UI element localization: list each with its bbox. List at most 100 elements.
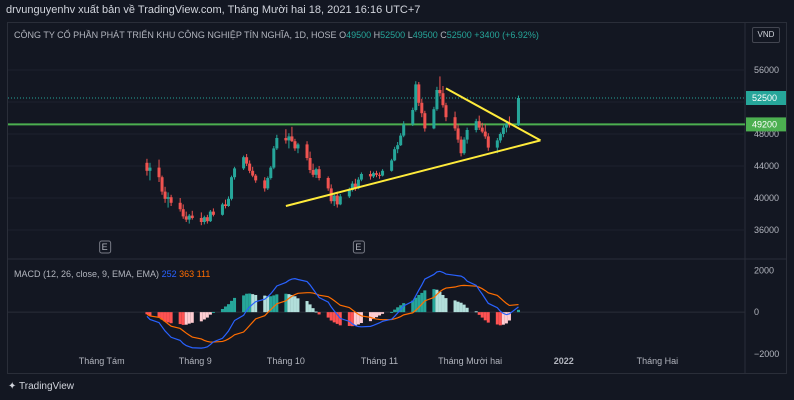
macd-histogram-bar — [390, 311, 394, 313]
macd-histogram-bar — [347, 312, 351, 326]
macd-histogram-bar — [223, 306, 227, 313]
macd-histogram-bar — [414, 297, 418, 313]
macd-histogram-bar — [205, 312, 209, 318]
macd-histogram-bar — [359, 312, 363, 324]
candle-body — [290, 136, 294, 142]
candle-body — [432, 109, 436, 129]
macd-histogram-bar — [184, 312, 188, 325]
candle-body — [202, 217, 206, 222]
macd-histogram-bar — [326, 312, 330, 318]
candle-body — [266, 178, 270, 189]
candle-body — [396, 145, 400, 150]
candle-body — [435, 90, 439, 110]
macd-histogram-bar — [402, 303, 406, 313]
macd-histogram-bar — [507, 312, 511, 321]
macd-histogram-bar — [329, 312, 333, 321]
macd-histogram-bar — [356, 312, 360, 325]
macd-histogram-bar — [293, 296, 297, 313]
candle-body — [233, 168, 237, 178]
candle-body — [441, 93, 445, 106]
low-value: 49500 — [412, 30, 438, 40]
macd-histogram-bar — [296, 298, 300, 313]
price-tick-label: 40000 — [754, 193, 779, 203]
macd-legend: MACD (12, 26, close, 9, EMA, EMA) 252 36… — [14, 269, 210, 279]
symbol-name: CÔNG TY CỔ PHẦN PHÁT TRIỂN KHU CÔNG NGHI… — [14, 30, 337, 40]
close-label: C — [440, 30, 447, 40]
macd-histogram-bar — [353, 312, 357, 326]
candle-body — [347, 190, 351, 197]
macd-histogram-bar — [317, 312, 321, 315]
macd-histogram-bar — [284, 293, 288, 313]
macd-histogram-bar — [272, 295, 276, 313]
candle-body — [335, 195, 339, 205]
open-label: O — [339, 30, 347, 40]
signal-line — [146, 284, 519, 343]
candle-body — [353, 183, 357, 189]
macd-histogram-bar — [269, 296, 273, 313]
time-axis-label: Tháng 11 — [361, 356, 398, 366]
low-label: L — [407, 30, 413, 40]
support-price-tag — [746, 117, 786, 132]
macd-histogram-bar — [226, 304, 231, 313]
candle-body — [248, 163, 252, 171]
macd-histogram-bar — [456, 301, 460, 313]
candle-body — [456, 128, 460, 140]
candle-body — [371, 173, 375, 177]
candle-body — [251, 170, 255, 176]
candle-body — [296, 144, 300, 149]
macd-histogram-bar — [375, 312, 379, 318]
candle-body — [245, 157, 249, 164]
macd-histogram-bar — [145, 312, 149, 315]
macd-value: 252 — [161, 269, 177, 279]
candle-body — [272, 148, 276, 168]
candle-body — [269, 167, 273, 178]
macd-histogram-bar — [459, 302, 463, 313]
currency-button[interactable]: VND — [752, 27, 780, 43]
tradingview-logo-text: TradingView — [19, 381, 75, 392]
macd-histogram-bar — [266, 296, 270, 313]
price-tick-label: 36000 — [754, 225, 779, 235]
candle-body — [495, 140, 499, 148]
candle-body — [211, 211, 215, 215]
candle-body — [350, 183, 354, 190]
tradingview-logo[interactable]: ✦ TradingView — [8, 381, 74, 392]
candle-body — [332, 195, 336, 202]
candle-body — [220, 204, 224, 215]
candle-body — [501, 127, 505, 134]
macd-histogram-bar — [311, 308, 315, 313]
candle-body — [368, 174, 372, 177]
candle-body — [516, 98, 520, 126]
macd-histogram-bar — [435, 289, 439, 313]
candle-body — [462, 139, 466, 154]
candle-body — [169, 197, 173, 203]
candle-body — [504, 123, 508, 128]
candle-body — [483, 131, 487, 137]
macd-histogram-bar — [465, 307, 469, 313]
candle-body — [166, 197, 170, 199]
close-value: 52500 — [446, 30, 472, 40]
macd-histogram-bar — [420, 292, 424, 313]
macd-histogram-bar — [371, 312, 375, 320]
macd-tick-label: 0 — [754, 307, 759, 317]
macd-histogram-bar — [230, 300, 234, 313]
support-price-label: 49200 — [752, 119, 777, 129]
macd-histogram-bar — [441, 294, 445, 313]
candle-body — [205, 217, 209, 222]
macd-histogram-bar — [335, 312, 339, 324]
macd-histogram-bar — [516, 309, 520, 313]
candle-body — [317, 169, 321, 178]
candle-body — [453, 117, 457, 129]
macd-histogram-bar — [477, 312, 481, 315]
publisher-title: drvunguyenhv xuất bản về TradingView.com… — [6, 4, 421, 16]
candle-body — [199, 218, 203, 222]
candle-body — [417, 84, 421, 103]
macd-histogram-bar — [211, 311, 215, 313]
earnings-marker-label: E — [102, 242, 108, 252]
triangle-upper-line — [445, 87, 541, 142]
macd-histogram-bar — [501, 312, 505, 325]
footer — [0, 374, 794, 400]
macd-histogram-bar — [190, 312, 194, 323]
candle-body — [423, 113, 427, 129]
candle-body — [293, 141, 297, 149]
